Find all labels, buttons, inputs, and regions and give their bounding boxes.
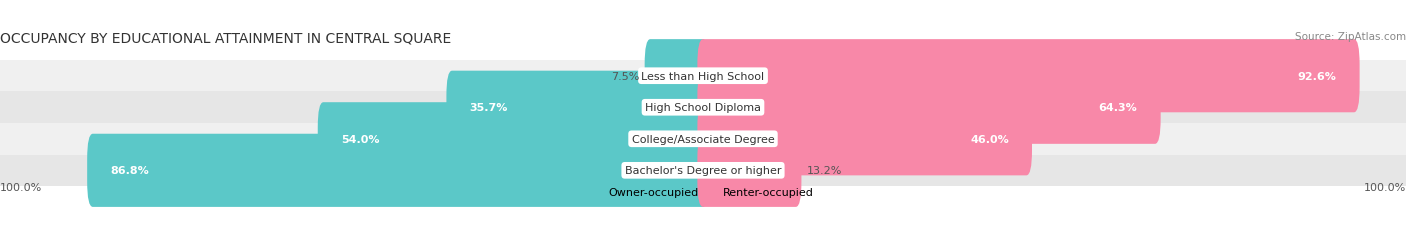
Text: 7.5%: 7.5% [612,71,640,81]
FancyBboxPatch shape [0,124,1406,155]
Text: College/Associate Degree: College/Associate Degree [631,134,775,144]
FancyBboxPatch shape [697,71,1161,144]
Text: 100.0%: 100.0% [1364,182,1406,192]
Text: 46.0%: 46.0% [970,134,1010,144]
FancyBboxPatch shape [697,40,1360,113]
Text: 64.3%: 64.3% [1098,103,1137,113]
Text: 13.2%: 13.2% [807,166,842,176]
Text: 35.7%: 35.7% [470,103,508,113]
FancyBboxPatch shape [87,134,709,207]
FancyBboxPatch shape [318,103,709,176]
Text: 54.0%: 54.0% [340,134,380,144]
Text: Less than High School: Less than High School [641,71,765,81]
Text: 92.6%: 92.6% [1298,71,1336,81]
FancyBboxPatch shape [0,61,1406,92]
FancyBboxPatch shape [0,155,1406,186]
Legend: Owner-occupied, Renter-occupied: Owner-occupied, Renter-occupied [592,187,814,197]
Text: 86.8%: 86.8% [110,166,149,176]
FancyBboxPatch shape [697,134,801,207]
FancyBboxPatch shape [644,40,709,113]
Text: 100.0%: 100.0% [0,182,42,192]
Text: Bachelor's Degree or higher: Bachelor's Degree or higher [624,166,782,176]
FancyBboxPatch shape [0,92,1406,124]
FancyBboxPatch shape [697,103,1032,176]
Text: High School Diploma: High School Diploma [645,103,761,113]
Text: Source: ZipAtlas.com: Source: ZipAtlas.com [1295,32,1406,42]
FancyBboxPatch shape [447,71,709,144]
Text: OCCUPANCY BY EDUCATIONAL ATTAINMENT IN CENTRAL SQUARE: OCCUPANCY BY EDUCATIONAL ATTAINMENT IN C… [0,32,451,46]
